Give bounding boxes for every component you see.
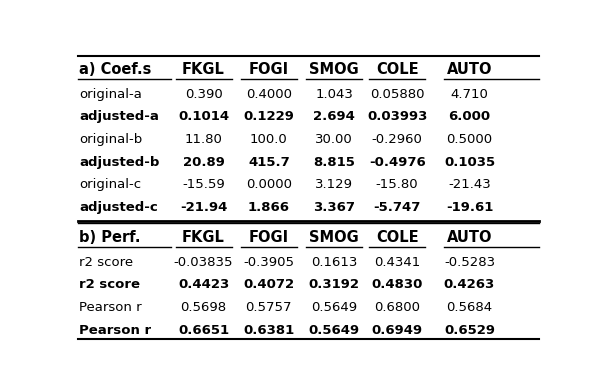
- Text: 0.1014: 0.1014: [178, 110, 229, 123]
- Text: a) Coef.s: a) Coef.s: [79, 62, 151, 77]
- Text: -0.4976: -0.4976: [369, 156, 426, 169]
- Text: -19.61: -19.61: [446, 201, 493, 214]
- Text: 415.7: 415.7: [248, 156, 290, 169]
- Text: original-b: original-b: [79, 133, 142, 146]
- Text: b) Perf.: b) Perf.: [79, 230, 140, 245]
- Text: 0.03993: 0.03993: [367, 110, 427, 123]
- Text: 6.000: 6.000: [448, 110, 491, 123]
- Text: 2.694: 2.694: [313, 110, 355, 123]
- Text: 8.815: 8.815: [313, 156, 355, 169]
- Text: 0.1035: 0.1035: [444, 156, 495, 169]
- Text: 0.4263: 0.4263: [444, 278, 495, 291]
- Text: FKGL: FKGL: [182, 62, 225, 77]
- Text: 0.4000: 0.4000: [246, 88, 292, 100]
- Text: 0.4341: 0.4341: [374, 256, 420, 268]
- Text: FOGI: FOGI: [249, 230, 289, 245]
- Text: 30.00: 30.00: [315, 133, 353, 146]
- Text: 0.1229: 0.1229: [243, 110, 294, 123]
- Text: -21.43: -21.43: [448, 178, 491, 191]
- Text: 0.5649: 0.5649: [309, 324, 360, 337]
- Text: r2 score: r2 score: [79, 256, 133, 268]
- Text: -0.03835: -0.03835: [174, 256, 234, 268]
- Text: Pearson r: Pearson r: [79, 324, 151, 337]
- Text: 0.0000: 0.0000: [246, 178, 292, 191]
- Text: 3.129: 3.129: [315, 178, 353, 191]
- Text: 0.6381: 0.6381: [243, 324, 294, 337]
- Text: 0.4830: 0.4830: [371, 278, 423, 291]
- Text: 0.4423: 0.4423: [178, 278, 229, 291]
- Text: adjusted-c: adjusted-c: [79, 201, 158, 214]
- Text: adjusted-b: adjusted-b: [79, 156, 160, 169]
- Text: 1.043: 1.043: [315, 88, 353, 100]
- Text: COLE: COLE: [376, 230, 418, 245]
- Text: 11.80: 11.80: [185, 133, 223, 146]
- Text: -0.3905: -0.3905: [243, 256, 294, 268]
- Text: original-a: original-a: [79, 88, 142, 100]
- Text: 100.0: 100.0: [250, 133, 288, 146]
- Text: COLE: COLE: [376, 62, 418, 77]
- Text: 0.6529: 0.6529: [444, 324, 495, 337]
- Text: 0.5757: 0.5757: [246, 301, 292, 314]
- Text: SMOG: SMOG: [309, 230, 359, 245]
- Text: 0.5000: 0.5000: [447, 133, 492, 146]
- Text: -21.94: -21.94: [180, 201, 227, 214]
- Text: adjusted-a: adjusted-a: [79, 110, 159, 123]
- Text: 0.390: 0.390: [185, 88, 222, 100]
- Text: 0.5698: 0.5698: [181, 301, 226, 314]
- Text: 3.367: 3.367: [313, 201, 355, 214]
- Text: 0.1613: 0.1613: [311, 256, 358, 268]
- Text: 20.89: 20.89: [182, 156, 225, 169]
- Text: 0.3192: 0.3192: [309, 278, 359, 291]
- Text: -0.2960: -0.2960: [371, 133, 423, 146]
- Text: AUTO: AUTO: [447, 62, 492, 77]
- Text: 0.5649: 0.5649: [311, 301, 357, 314]
- Text: -15.80: -15.80: [376, 178, 418, 191]
- Text: -5.747: -5.747: [373, 201, 421, 214]
- Text: Pearson r: Pearson r: [79, 301, 141, 314]
- Text: 0.4072: 0.4072: [243, 278, 294, 291]
- Text: original-c: original-c: [79, 178, 141, 191]
- Text: SMOG: SMOG: [309, 62, 359, 77]
- Text: -0.5283: -0.5283: [444, 256, 495, 268]
- Text: 4.710: 4.710: [450, 88, 488, 100]
- Text: 1.866: 1.866: [248, 201, 290, 214]
- Text: 0.6800: 0.6800: [374, 301, 420, 314]
- Text: 0.6949: 0.6949: [371, 324, 423, 337]
- Text: -15.59: -15.59: [182, 178, 225, 191]
- Text: AUTO: AUTO: [447, 230, 492, 245]
- Text: 0.5684: 0.5684: [447, 301, 492, 314]
- Text: FOGI: FOGI: [249, 62, 289, 77]
- Text: FKGL: FKGL: [182, 230, 225, 245]
- Text: 0.05880: 0.05880: [370, 88, 424, 100]
- Text: r2 score: r2 score: [79, 278, 140, 291]
- Text: 0.6651: 0.6651: [178, 324, 229, 337]
